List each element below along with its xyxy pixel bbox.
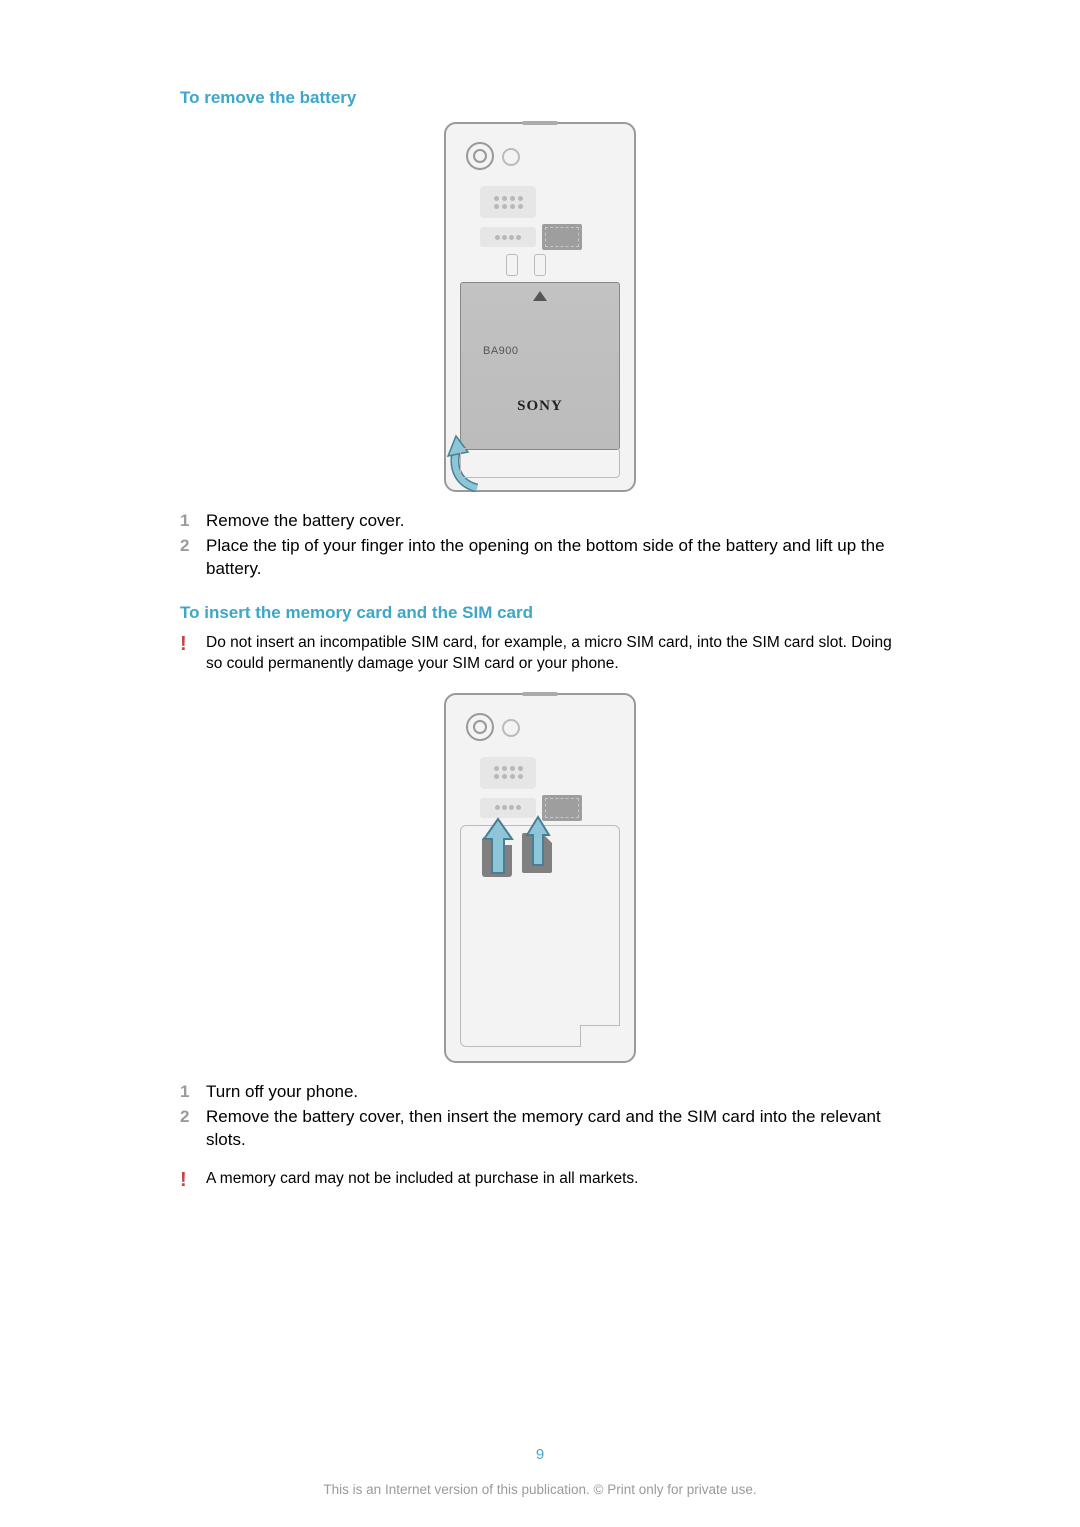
- step-text: Place the tip of your finger into the op…: [206, 535, 900, 581]
- battery-brand-label: SONY: [517, 398, 563, 415]
- phone-top-notch: [522, 692, 558, 696]
- steps-remove-battery: 1 Remove the battery cover. 2 Place the …: [180, 510, 900, 581]
- heading-insert-cards: To insert the memory card and the SIM ca…: [180, 603, 900, 623]
- camera-lens: [473, 720, 487, 734]
- step-number: 2: [180, 535, 206, 558]
- frame-corner-cut: [580, 1025, 620, 1047]
- battery-arrow-icon: [533, 291, 547, 301]
- contacts-chip: [480, 186, 536, 218]
- step-number: 2: [180, 1106, 206, 1129]
- chip-dot-row: [494, 196, 523, 201]
- small-slot: [506, 254, 518, 276]
- flash-circle: [502, 148, 520, 166]
- step-number: 1: [180, 510, 206, 533]
- contacts-chip: [480, 757, 536, 789]
- page-number: 9: [0, 1446, 1080, 1463]
- warning-incompatible-sim: ! Do not insert an incompatible SIM card…: [180, 633, 900, 675]
- warning-text: Do not insert an incompatible SIM card, …: [206, 633, 900, 675]
- warning-icon: !: [180, 633, 206, 655]
- warning-memory-card-availability: ! A memory card may not be included at p…: [180, 1169, 900, 1191]
- phone-illustration-2: [444, 693, 636, 1063]
- diagram-remove-battery: BA900 SONY: [180, 122, 900, 492]
- step-row: 2 Remove the battery cover, then insert …: [180, 1106, 900, 1152]
- phone-bottom-frame: [460, 448, 620, 478]
- footer-text: This is an Internet version of this publ…: [0, 1482, 1080, 1497]
- small-slot: [534, 254, 546, 276]
- chip-dot-row: [494, 766, 523, 771]
- chip-dot-row: [494, 774, 523, 779]
- phone-illustration-1: BA900 SONY: [444, 122, 636, 492]
- step-text: Remove the battery cover.: [206, 510, 404, 533]
- camera-ring: [466, 713, 494, 741]
- step-text: Remove the battery cover, then insert th…: [206, 1106, 900, 1152]
- flash-circle: [502, 719, 520, 737]
- warning-text: A memory card may not be included at pur…: [206, 1169, 638, 1190]
- slot-row: [480, 224, 582, 250]
- page-content: To remove the battery BA900 SONY: [0, 0, 1080, 1191]
- insert-arrow-icon: [478, 813, 518, 883]
- step-row: 1 Remove the battery cover.: [180, 510, 900, 533]
- battery-model-label: BA900: [483, 345, 519, 357]
- heading-remove-battery: To remove the battery: [180, 88, 900, 108]
- step-row: 2 Place the tip of your finger into the …: [180, 535, 900, 581]
- chip-dot-row: [494, 204, 523, 209]
- phone-top-notch: [522, 121, 558, 125]
- memory-slot-outline: [480, 227, 536, 247]
- sim-slot-outline: [542, 224, 582, 250]
- insert-arrow-icon: [523, 813, 553, 873]
- warning-icon: !: [180, 1169, 206, 1191]
- step-row: 1 Turn off your phone.: [180, 1081, 900, 1104]
- camera-lens: [473, 149, 487, 163]
- camera-ring: [466, 142, 494, 170]
- step-text: Turn off your phone.: [206, 1081, 358, 1104]
- diagram-insert-cards: [180, 693, 900, 1063]
- step-number: 1: [180, 1081, 206, 1104]
- steps-insert-cards: 1 Turn off your phone. 2 Remove the batt…: [180, 1081, 900, 1152]
